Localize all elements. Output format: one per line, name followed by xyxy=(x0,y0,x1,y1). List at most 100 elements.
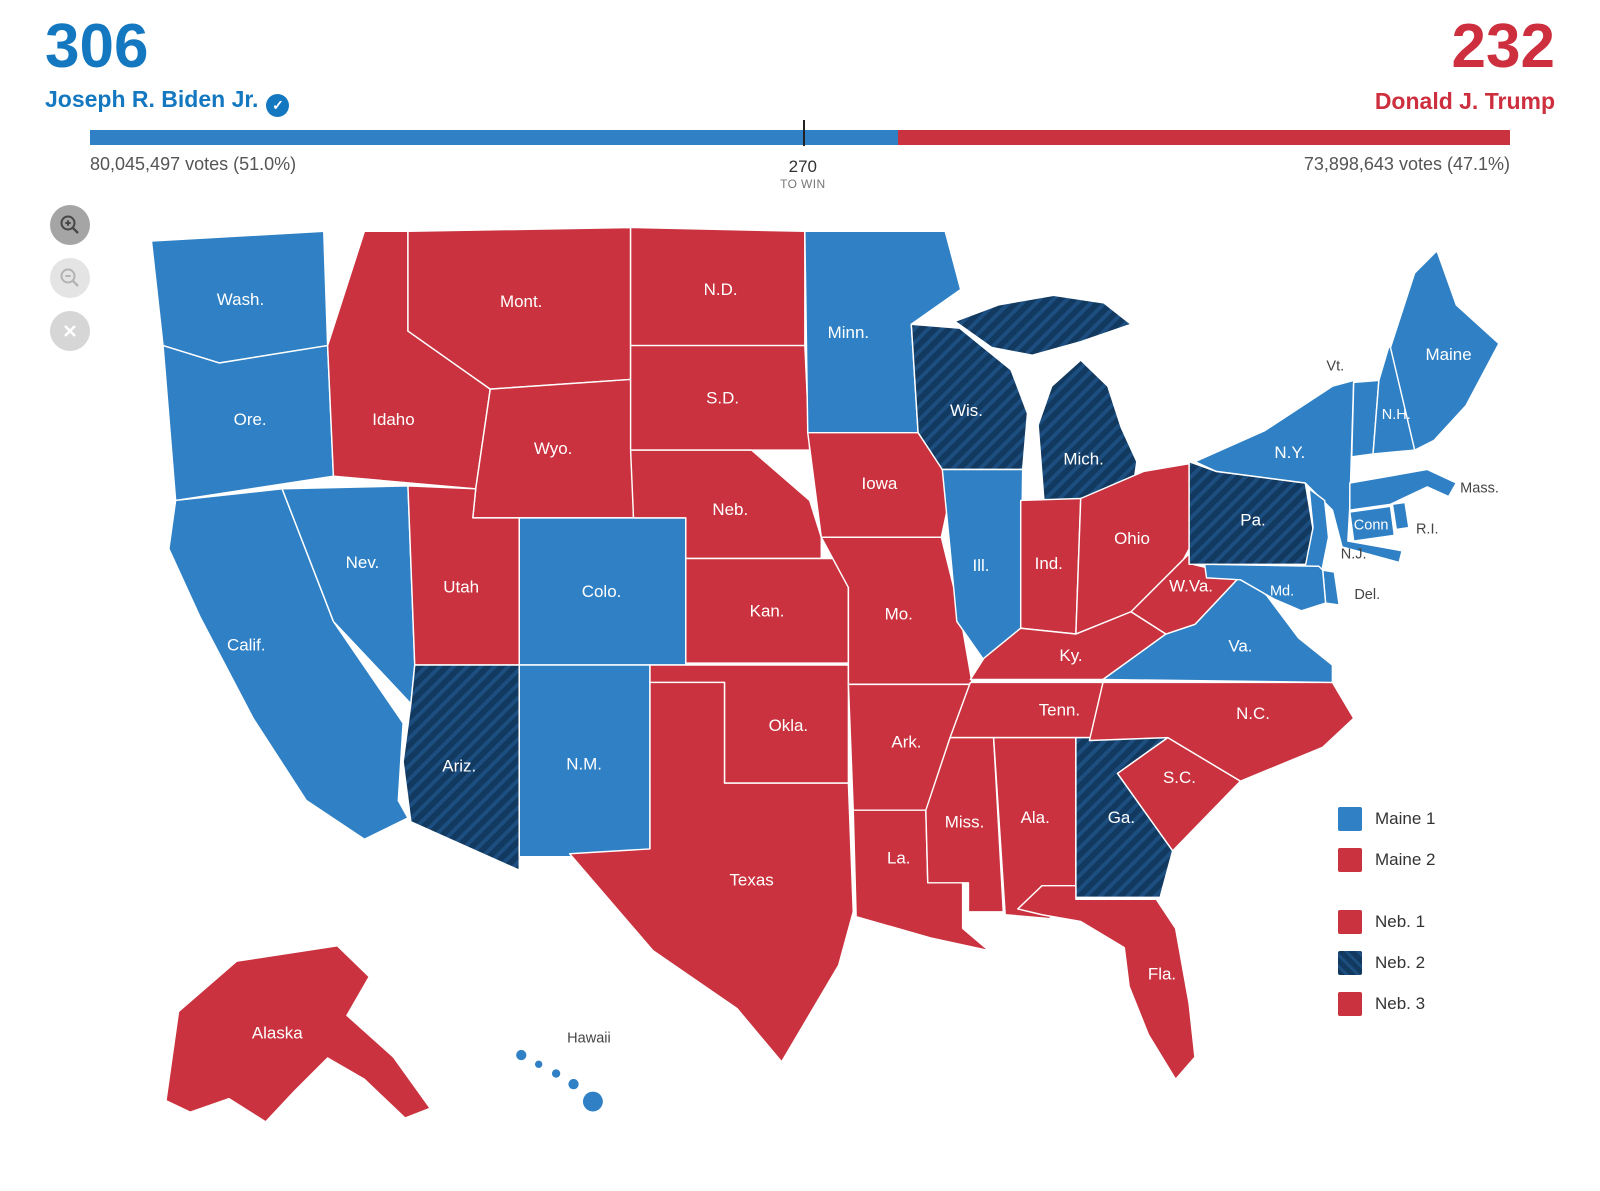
state-ak[interactable] xyxy=(165,944,431,1123)
legend-item-neb-1: Neb. 1 xyxy=(1338,910,1435,934)
state-label-oh: Ohio xyxy=(1114,529,1150,548)
magnifier-plus-icon xyxy=(60,215,79,234)
results-header: 306 232 Joseph R. Biden Jr. ✓ Donald J. T… xyxy=(0,0,1600,192)
ev-total-trump: 232 xyxy=(1451,12,1555,81)
zoom-in-button[interactable] xyxy=(50,205,90,245)
state-label-ne: Neb. xyxy=(712,500,748,519)
state-hi[interactable] xyxy=(514,1048,605,1113)
state-label-il: Ill. xyxy=(973,556,990,575)
state-ri[interactable] xyxy=(1391,501,1410,531)
state-label-sc: S.C. xyxy=(1163,768,1196,787)
to-win-label: 270 TO WIN xyxy=(780,156,826,192)
legend-label: Neb. 1 xyxy=(1375,912,1426,931)
state-label-ma: Mass. xyxy=(1460,481,1499,497)
state-label-vt: Vt. xyxy=(1326,359,1344,375)
state-label-ok: Okla. xyxy=(769,716,809,735)
ev-bar-dem xyxy=(90,130,898,145)
state-label-ri: R.I. xyxy=(1416,521,1439,537)
state-label-az: Ariz. xyxy=(442,756,476,775)
votes-biden: 80,045,497 votes (51.0%) xyxy=(90,154,297,174)
votes-trump: 73,898,643 votes (47.1%) xyxy=(1303,154,1510,174)
reset-zoom-button[interactable] xyxy=(50,311,90,351)
state-label-sd: S.D. xyxy=(706,389,739,408)
state-label-nj: N.J. xyxy=(1341,547,1367,563)
state-fl[interactable] xyxy=(1017,884,1196,1081)
state-label-ga: Ga. xyxy=(1108,808,1135,827)
state-label-hi: Hawaii xyxy=(567,1031,611,1047)
state-label-mn: Minn. xyxy=(828,323,869,342)
magnifier-minus-icon xyxy=(60,268,79,287)
state-label-de: Del. xyxy=(1354,587,1380,603)
legend-label: Neb. 2 xyxy=(1375,953,1426,972)
state-label-la: La. xyxy=(887,848,911,867)
electoral-bar: 270 TO WIN xyxy=(90,120,1510,191)
state-label-ny: N.Y. xyxy=(1274,443,1305,462)
state-label-wy: Wyo. xyxy=(534,439,572,458)
zoom-out-button[interactable] xyxy=(50,258,90,298)
legend-item-neb-2: Neb. 2 xyxy=(1338,951,1435,975)
state-label-tn: Tenn. xyxy=(1039,700,1080,719)
state-label-mi: Mich. xyxy=(1063,450,1103,469)
to-win-marker xyxy=(802,120,805,146)
legend-swatch xyxy=(1338,910,1362,934)
to-win-text: TO WIN xyxy=(780,177,826,192)
candidate-name-trump: Donald J. Trump xyxy=(1374,88,1555,114)
state-label-ct: Conn xyxy=(1354,517,1389,533)
legend-label: Maine 1 xyxy=(1375,809,1436,828)
state-label-ak: Alaska xyxy=(252,1024,303,1043)
state-label-ar: Ark. xyxy=(891,732,921,751)
state-label-va: Va. xyxy=(1228,636,1252,655)
state-label-mt: Mont. xyxy=(500,292,542,311)
legend-item-maine-2: Maine 2 xyxy=(1338,848,1435,872)
state-label-fl: Fla. xyxy=(1148,965,1176,984)
state-label-id: Idaho xyxy=(372,410,414,429)
zoom-controls xyxy=(50,205,90,351)
state-label-tx: Texas xyxy=(729,871,773,890)
state-ct[interactable] xyxy=(1349,505,1396,542)
to-win-value: 270 xyxy=(788,157,818,176)
district-legend: Maine 1 Maine 2 Neb. 1 Neb. 2 Neb. 3 xyxy=(1338,807,1435,1033)
legend-label: Maine 2 xyxy=(1375,850,1436,869)
state-label-ms: Miss. xyxy=(945,813,985,832)
state-label-ky: Ky. xyxy=(1059,646,1082,665)
us-map: Wash. Ore. Calif. Nev. Idaho Mont. Wyo. … xyxy=(150,226,1500,1123)
state-label-nd: N.D. xyxy=(704,280,738,299)
winner-check-icon: ✓ xyxy=(266,94,290,117)
state-label-wv: W.Va. xyxy=(1169,576,1213,595)
state-label-ut: Utah xyxy=(443,577,479,596)
map-container: Wash. Ore. Calif. Nev. Idaho Mont. Wyo. … xyxy=(0,181,1600,1149)
state-label-nv: Nev. xyxy=(346,553,380,572)
state-label-in: Ind. xyxy=(1035,554,1063,573)
state-label-nh: N.H. xyxy=(1382,407,1411,423)
state-ma[interactable] xyxy=(1349,468,1458,511)
legend-item-maine-1: Maine 1 xyxy=(1338,807,1435,831)
close-icon xyxy=(64,325,76,337)
state-label-ia: Iowa xyxy=(861,474,897,493)
candidate-name-biden: Joseph R. Biden Jr. ✓ xyxy=(45,86,290,117)
state-tx[interactable] xyxy=(568,681,854,1063)
state-label-wa: Wash. xyxy=(217,290,264,309)
ev-total-biden: 306 xyxy=(45,12,149,81)
state-label-ks: Kan. xyxy=(750,602,785,621)
state-label-co: Colo. xyxy=(582,582,622,601)
state-label-mo: Mo. xyxy=(885,605,913,624)
legend-label: Neb. 3 xyxy=(1375,994,1426,1013)
state-label-nm: N.M. xyxy=(566,755,602,774)
legend-swatch xyxy=(1338,848,1362,872)
state-label-md: Md. xyxy=(1270,583,1294,599)
state-me[interactable] xyxy=(1389,249,1500,451)
legend-swatch xyxy=(1338,807,1362,831)
legend-swatch xyxy=(1338,951,1362,975)
state-label-ca: Calif. xyxy=(227,635,266,654)
state-label-al: Ala. xyxy=(1021,808,1050,827)
state-wi[interactable] xyxy=(910,323,1029,471)
legend-group-gap xyxy=(1338,889,1435,910)
state-ny[interactable] xyxy=(1194,379,1403,564)
legend-item-neb-3: Neb. 3 xyxy=(1338,992,1435,1016)
state-label-wi: Wis. xyxy=(950,401,983,420)
state-nc[interactable] xyxy=(1088,681,1355,782)
state-label-nc: N.C. xyxy=(1236,704,1270,723)
state-label-or: Ore. xyxy=(234,410,267,429)
ev-bar-rep xyxy=(897,130,1510,145)
state-md[interactable] xyxy=(1203,563,1327,612)
